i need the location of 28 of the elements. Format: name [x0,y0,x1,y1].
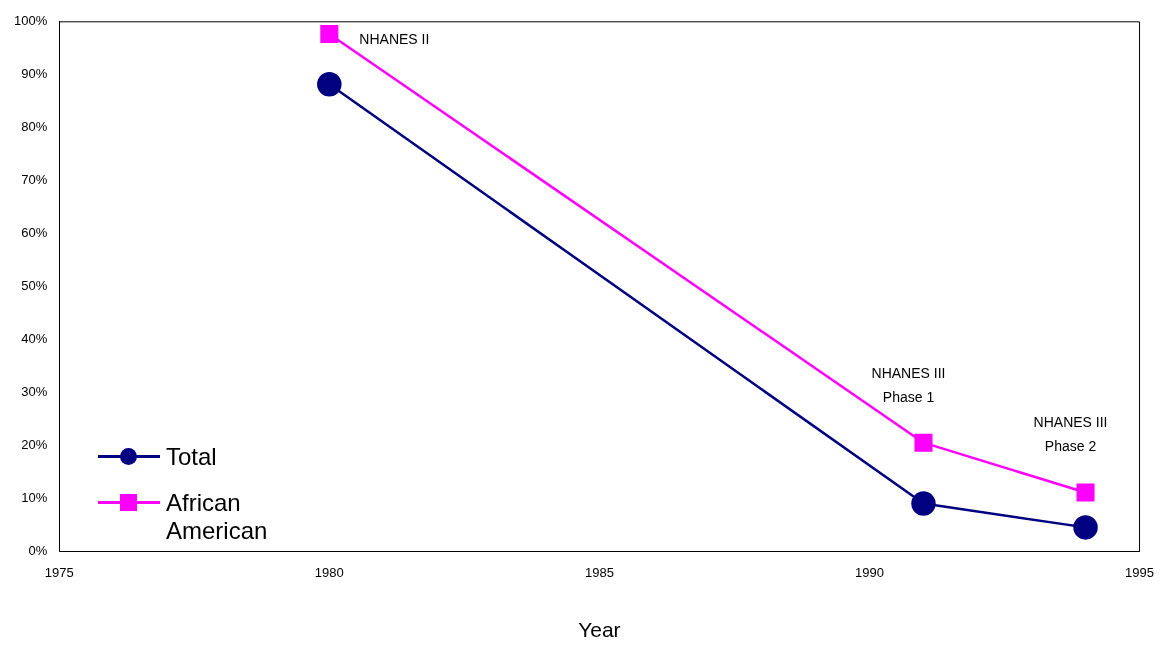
y-tick-label: 30% [21,383,48,399]
point [1076,483,1095,502]
y-tick-label: 40% [21,331,48,347]
point [911,491,936,516]
x-tick-label: 1995 [1125,564,1154,580]
x-tick-label: 1985 [584,564,614,580]
point [914,433,933,452]
x-tick-label: 1975 [44,564,74,580]
annotation: NHANES III Phase 1 [871,364,946,405]
y-tick-label: 100% [14,13,48,29]
annotation: NHANES III Phase 2 [1033,414,1108,455]
legend-label: Total [166,443,218,471]
y-tick-label: 10% [21,489,48,505]
x-tick-label: 1990 [855,564,884,580]
legend-label: African American [166,489,269,545]
x-axis-title: Year [578,618,621,642]
y-tick-label: 60% [21,225,48,241]
annotation: NHANES II [359,30,430,47]
y-tick-label: 80% [21,119,48,135]
x-tick-label: 1980 [314,564,344,580]
y-tick-label: 90% [21,66,48,82]
point [1073,515,1098,540]
point [317,72,342,97]
y-tick-label: 50% [21,278,48,294]
y-tick-label: 70% [21,172,48,188]
point [320,24,339,43]
y-tick-label: 20% [21,436,48,452]
y-tick-label: 0% [28,542,48,558]
